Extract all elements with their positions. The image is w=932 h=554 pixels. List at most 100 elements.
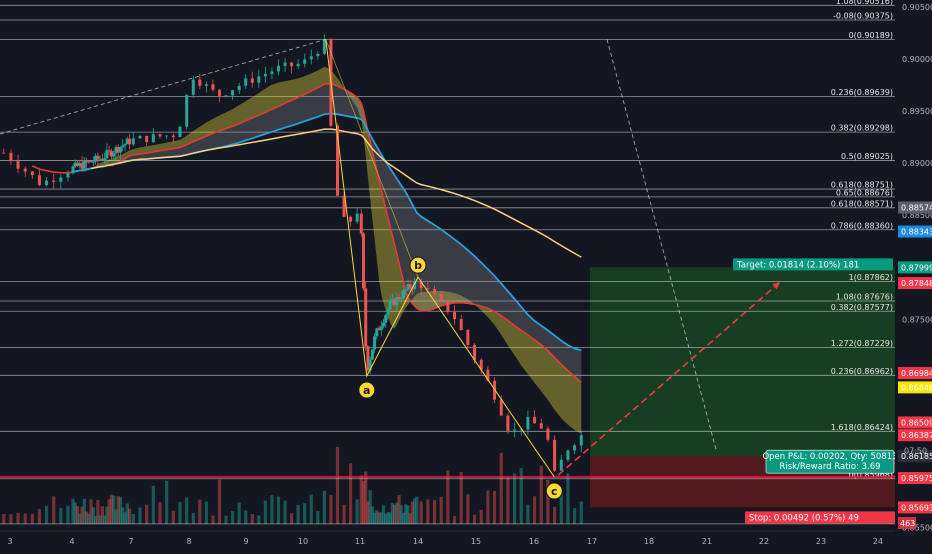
wave-label-b: b: [409, 256, 427, 274]
candle: [73, 159, 77, 169]
candle: [377, 325, 381, 331]
time-tick-label: 18: [644, 537, 654, 546]
volume-bar: [390, 503, 394, 524]
candle: [9, 149, 13, 165]
candle: [406, 279, 410, 293]
volume-bar: [329, 494, 333, 524]
time-tick-label: 16: [529, 537, 539, 546]
candle: [526, 410, 530, 435]
candle-body: [165, 135, 169, 137]
candle-body: [406, 284, 410, 290]
candle-body: [71, 166, 75, 174]
volume-bar: [178, 502, 182, 524]
candle: [559, 454, 563, 471]
candle: [37, 170, 41, 187]
candle: [109, 148, 113, 160]
candle-body: [393, 299, 397, 306]
volume-bar: [131, 513, 135, 524]
candle-body: [250, 78, 254, 83]
time-tick-label: 21: [702, 537, 712, 546]
candle-body: [408, 284, 412, 289]
candle-body: [78, 163, 82, 166]
candle-body: [426, 288, 430, 290]
volume-bar: [96, 500, 100, 524]
volume-bar: [127, 508, 132, 524]
candle: [116, 144, 120, 157]
candle-body: [390, 299, 394, 303]
candle-body: [85, 160, 89, 163]
time-axis-panel[interactable]: [0, 531, 932, 550]
candle-body: [224, 95, 228, 97]
candle-body: [384, 315, 388, 323]
volume-bar: [114, 509, 118, 524]
candle-body: [91, 161, 95, 163]
candle-body: [178, 126, 182, 138]
pnl-label: Open P&L: 0.00202, Qty: 50813: [762, 452, 897, 462]
candle: [237, 83, 241, 95]
volume-bar: [151, 485, 155, 524]
candle: [23, 166, 27, 178]
volume-bar: [94, 515, 98, 524]
volume-bar: [316, 510, 320, 524]
volume-bar: [44, 505, 49, 524]
fib-level-label: 0.236(0.89639): [831, 88, 893, 97]
volume-badge-label: 463: [900, 519, 915, 528]
volume-bar: [84, 511, 89, 524]
volume-bar: [452, 515, 457, 524]
volume-bar: [348, 463, 353, 524]
volume-bar: [499, 452, 503, 524]
candle-body: [217, 89, 221, 96]
candle: [395, 292, 399, 313]
volume-bar: [112, 495, 116, 524]
volume-bar: [379, 512, 383, 524]
candle: [30, 170, 34, 179]
candle: [198, 73, 202, 90]
price-badge: [898, 261, 932, 274]
candle-body: [263, 73, 267, 77]
wave-marker: [545, 482, 563, 500]
volume-bar: [98, 515, 102, 524]
candle: [404, 288, 408, 296]
volume-bar: [432, 500, 437, 524]
candle-body: [89, 160, 93, 163]
volume-bar: [276, 496, 281, 524]
candle: [158, 133, 162, 139]
candle: [100, 153, 104, 161]
candle: [283, 57, 287, 72]
candle-body: [546, 428, 550, 440]
candle: [112, 150, 116, 162]
fib-level-label: 0.65(0.88676): [836, 188, 893, 197]
price-axis-panel[interactable]: [895, 0, 932, 550]
volume-bar: [116, 496, 120, 524]
candle: [519, 429, 523, 436]
stop-label-box: [745, 511, 895, 524]
fib-level-label: 0.618(0.88571): [831, 199, 893, 208]
volume-bar: [303, 503, 307, 524]
candle-body: [9, 152, 13, 162]
volume-bar: [506, 476, 510, 524]
candle-body: [145, 135, 149, 143]
time-tick-label: 9: [243, 537, 248, 546]
volume-bar: [559, 492, 563, 524]
candle: [309, 49, 313, 65]
price-badge-label: 0.87999: [901, 263, 932, 272]
volume-bar: [415, 496, 419, 524]
candle: [276, 59, 280, 76]
candle-body: [290, 62, 294, 67]
candle: [185, 94, 189, 130]
price-tick-label: 0.90000: [902, 55, 932, 64]
candle-body: [506, 415, 510, 431]
candle-body: [413, 281, 417, 289]
candle: [138, 134, 142, 139]
wave-label-text: a: [363, 384, 370, 397]
volume-bar: [103, 515, 107, 524]
candle: [98, 155, 102, 162]
volume-bar: [401, 512, 406, 524]
candle-body: [486, 369, 490, 381]
time-tick-label: 22: [759, 537, 769, 546]
volume-bar: [375, 510, 379, 524]
candle-body: [114, 147, 118, 154]
volume-bar: [283, 500, 287, 524]
candle-body: [381, 322, 385, 327]
